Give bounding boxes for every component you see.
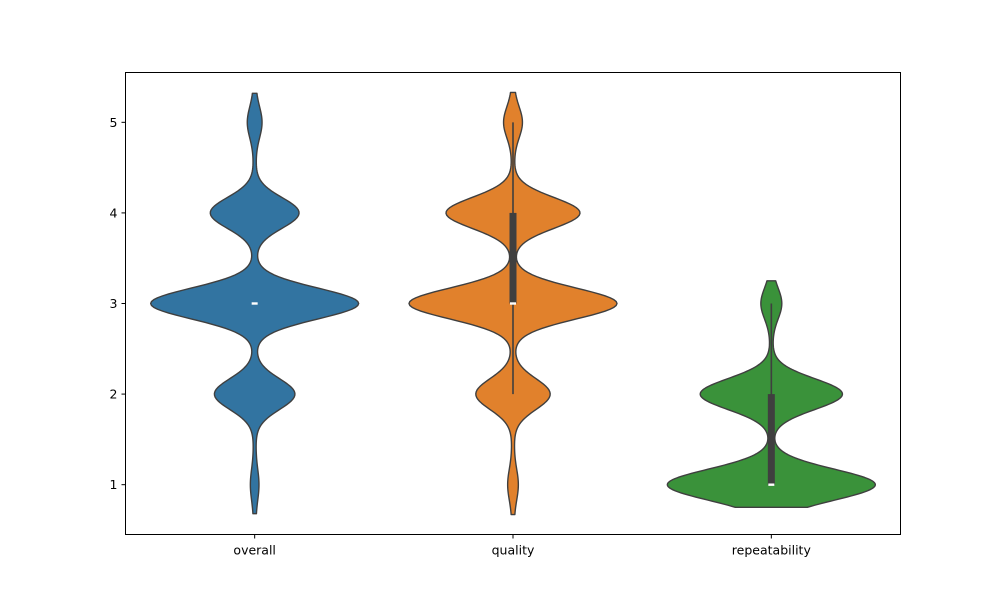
plot-frame bbox=[125, 72, 901, 535]
iqr-box-quality bbox=[509, 212, 517, 304]
y-tick-label-4: 4 bbox=[110, 205, 118, 220]
x-axis: overall quality repeatability bbox=[233, 534, 812, 558]
iqr-box-repeatability bbox=[767, 394, 775, 485]
x-tick-label-overall: overall bbox=[233, 543, 275, 558]
median-marker-overall bbox=[251, 302, 258, 305]
median-marker-quality bbox=[510, 302, 516, 305]
y-tick-label-3: 3 bbox=[110, 296, 118, 311]
y-tick-label-2: 2 bbox=[110, 387, 118, 402]
violin-layer bbox=[149, 91, 877, 516]
median-marker-repeatability bbox=[768, 483, 775, 486]
y-tick-label-1: 1 bbox=[110, 477, 118, 492]
y-axis: 1 2 3 4 5 bbox=[110, 115, 126, 492]
y-tick-label-5: 5 bbox=[110, 115, 118, 130]
x-tick-label-repeatability: repeatability bbox=[732, 543, 812, 558]
x-tick-label-quality: quality bbox=[492, 543, 535, 558]
